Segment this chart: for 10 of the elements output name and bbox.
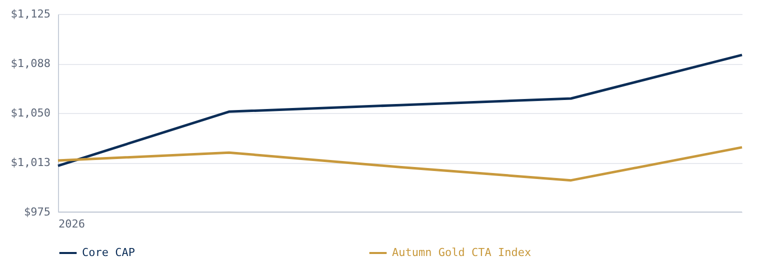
y-tick-label: $1,013 [10, 156, 50, 169]
y-tick-label: $1,125 [10, 8, 50, 20]
legend-label: Core CAP [82, 246, 136, 259]
line-series [56, 54, 744, 168]
y-tick-label: $1,088 [10, 57, 50, 70]
y-tick-label: $1,050 [10, 106, 50, 120]
legend-label: Autumn Gold CTA Index [392, 246, 532, 259]
x-tick-label: 2026 [58, 218, 85, 230]
line-series [56, 146, 744, 182]
y-tick-label: $975 [24, 206, 50, 218]
